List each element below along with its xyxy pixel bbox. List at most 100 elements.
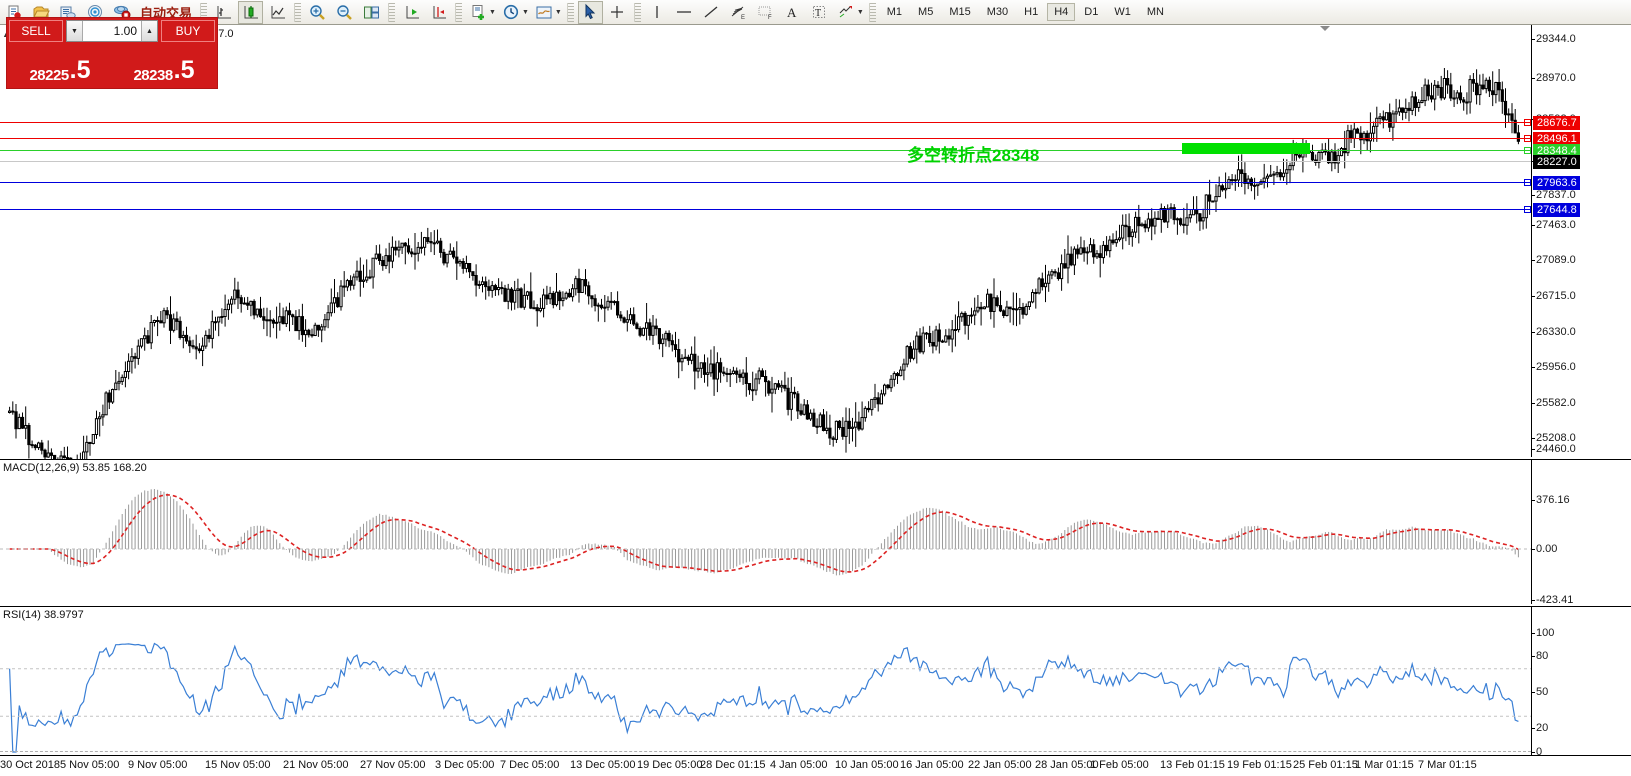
timeframe-m1[interactable]: M1 — [886, 6, 903, 18]
chart-shift-icon[interactable] — [426, 1, 451, 24]
time-tick: 7 Dec 05:00 — [500, 759, 560, 771]
volume-stepper[interactable]: ▼ 1.00 ▲ — [66, 20, 158, 42]
sell-price[interactable]: 28225 .5 — [9, 44, 111, 86]
price-level-badge[interactable]: 27963.6 — [1533, 176, 1580, 190]
price-level-badge[interactable]: 28676.7 — [1533, 116, 1580, 130]
time-axis[interactable]: 30 Oct 2018 5 Nov 05:00 9 Nov 05:00 15 Nov … — [0, 755, 1631, 776]
price-level-badge[interactable]: 27644.8 — [1533, 203, 1580, 217]
macd-pane[interactable]: MACD(12,26,9) 53.85 168.20 376.16 0.00 -42… — [0, 459, 1631, 606]
macd-series — [0, 489, 1531, 576]
macd-tick: -423.41 — [1530, 594, 1574, 606]
price-level-line[interactable] — [0, 209, 1531, 210]
price-tick: 26330.0 — [1531, 326, 1576, 338]
price-axis[interactable]: 29344.028970.028592.028227.027837.027463… — [1531, 25, 1631, 457]
chevron-down-icon[interactable]: ▼ — [489, 8, 496, 16]
volume-input[interactable]: 1.00 — [113, 24, 137, 38]
macd-tick: 0.00 — [1530, 543, 1558, 555]
timeframe-m30[interactable]: M30 — [986, 6, 1009, 18]
timeframe-d1[interactable]: D1 — [1084, 6, 1099, 18]
toolbar-separator — [868, 2, 876, 22]
volume-increase-icon[interactable]: ▲ — [141, 21, 157, 41]
toolbar-separator — [388, 2, 396, 22]
folder-icon[interactable] — [28, 1, 53, 24]
chevron-down-icon[interactable]: ▼ — [521, 8, 529, 16]
add-indicator-icon[interactable] — [466, 1, 491, 24]
text-label-icon[interactable]: A — [780, 1, 805, 24]
price-tick: 25956.0 — [1531, 361, 1576, 373]
chevron-down-icon[interactable]: ▼ — [554, 8, 562, 16]
svg-text:E: E — [741, 15, 745, 21]
vertical-line-icon[interactable] — [645, 1, 670, 24]
scroll-marker-icon[interactable] — [1320, 26, 1330, 31]
horizontal-line-icon[interactable] — [672, 1, 697, 24]
price-tick: 28970.0 — [1531, 72, 1576, 84]
rsi-axis: 100 80 50 20 0 — [1530, 607, 1631, 758]
price-tick: 26715.0 — [1531, 290, 1576, 302]
time-tick: 19 Dec 05:00 — [637, 759, 703, 771]
signal-icon[interactable] — [82, 1, 107, 24]
timeframe-w1[interactable]: W1 — [1114, 6, 1131, 18]
time-tick: 9 Nov 05:00 — [128, 759, 188, 771]
timeframe-mn[interactable]: MN — [1146, 6, 1164, 18]
price-level-line[interactable] — [0, 122, 1531, 123]
timeframe-m5[interactable]: M5 — [918, 6, 934, 18]
timeframe-group: M1 M5 M15 M30 H1 H4 D1 W1 MN — [879, 3, 1172, 21]
price-pane[interactable]: 多空转折点28348 29344.028970.028592.028227.02… — [0, 25, 1631, 476]
axis-separator — [0, 751, 1531, 752]
auto-scroll-icon[interactable] — [399, 1, 424, 24]
autotrade-label[interactable]: 自动交易 — [140, 5, 193, 21]
candlestick-chart-icon[interactable] — [238, 0, 264, 24]
current-price-line — [0, 161, 1531, 162]
highlight-box — [1182, 143, 1310, 154]
cursor-icon[interactable] — [577, 0, 603, 24]
price-level-line[interactable] — [0, 138, 1531, 139]
templates-icon[interactable] — [532, 1, 557, 24]
crosshair-icon[interactable] — [605, 1, 630, 24]
fibonacci-icon[interactable]: E — [726, 1, 751, 24]
time-tick: 27 Nov 05:00 — [360, 759, 426, 771]
zoom-in-icon[interactable] — [305, 1, 330, 24]
arrows-icon[interactable] — [834, 1, 859, 24]
sell-price-int: 28225 — [29, 67, 69, 84]
rsi-tick: 50 — [1530, 686, 1549, 698]
time-tick: 28 Dec 01:15 — [700, 759, 766, 771]
period-icon[interactable] — [499, 1, 524, 24]
volume-decrease-icon[interactable]: ▼ — [67, 21, 83, 41]
svg-text:F: F — [768, 15, 772, 21]
price-tick: 27837.0 — [1531, 189, 1576, 201]
line-chart-icon[interactable] — [265, 1, 290, 24]
price-level-badge[interactable]: 28227.0 — [1533, 155, 1580, 169]
time-tick: 4 Jan 05:00 — [770, 759, 828, 771]
toolbar-separator — [200, 2, 208, 22]
price-level-badge[interactable]: 28348.4 — [1533, 144, 1580, 158]
equidistant-channel-icon[interactable]: F — [753, 1, 778, 24]
time-tick: 1 Feb 05:00 — [1090, 759, 1149, 771]
price-level-line[interactable] — [0, 182, 1531, 183]
timeframe-m15[interactable]: M15 — [949, 6, 971, 18]
zoom-out-icon[interactable] — [332, 1, 357, 24]
trendline-icon[interactable] — [699, 1, 724, 24]
chart-container[interactable]: ▲ HK50-,H4 28321.0 28380.5 28171.5 28227… — [0, 25, 1631, 776]
chevron-down-icon[interactable]: ▼ — [856, 8, 864, 16]
one-click-trading-panel[interactable]: SELL ▼ 1.00 ▲ BUY 28225 .5 28238 .5 — [6, 17, 218, 89]
chart-annotation-label[interactable]: 多空转折点28348 — [907, 146, 1040, 165]
price-level-badge[interactable]: 28496.1 — [1533, 132, 1580, 146]
main-toolbar: 自动交易 ▼ — [0, 0, 1631, 25]
time-tick: 13 Feb 01:15 — [1160, 759, 1225, 771]
tile-windows-icon[interactable] — [359, 1, 384, 24]
time-tick: 13 Dec 05:00 — [570, 759, 636, 771]
time-tick: 19 Feb 01:15 — [1227, 759, 1292, 771]
timeframe-h1[interactable]: H1 — [1024, 6, 1039, 18]
rsi-label: RSI(14) 38.9797 — [3, 609, 84, 621]
buy-button[interactable]: BUY — [161, 20, 215, 42]
sell-button[interactable]: SELL — [9, 20, 63, 42]
buy-price[interactable]: 28238 .5 — [113, 44, 215, 86]
rsi-tick: 80 — [1530, 650, 1549, 662]
trade-panel-controls: SELL ▼ 1.00 ▲ BUY — [7, 18, 217, 44]
time-tick: 10 Jan 05:00 — [835, 759, 899, 771]
rsi-pane[interactable]: RSI(14) 38.9797 100 80 50 20 0 — [0, 606, 1631, 758]
timeframe-h4[interactable]: H4 — [1047, 3, 1076, 21]
time-tick: 16 Jan 05:00 — [900, 759, 964, 771]
price-level-line[interactable] — [0, 150, 1531, 151]
text-icon[interactable]: T — [807, 1, 832, 24]
